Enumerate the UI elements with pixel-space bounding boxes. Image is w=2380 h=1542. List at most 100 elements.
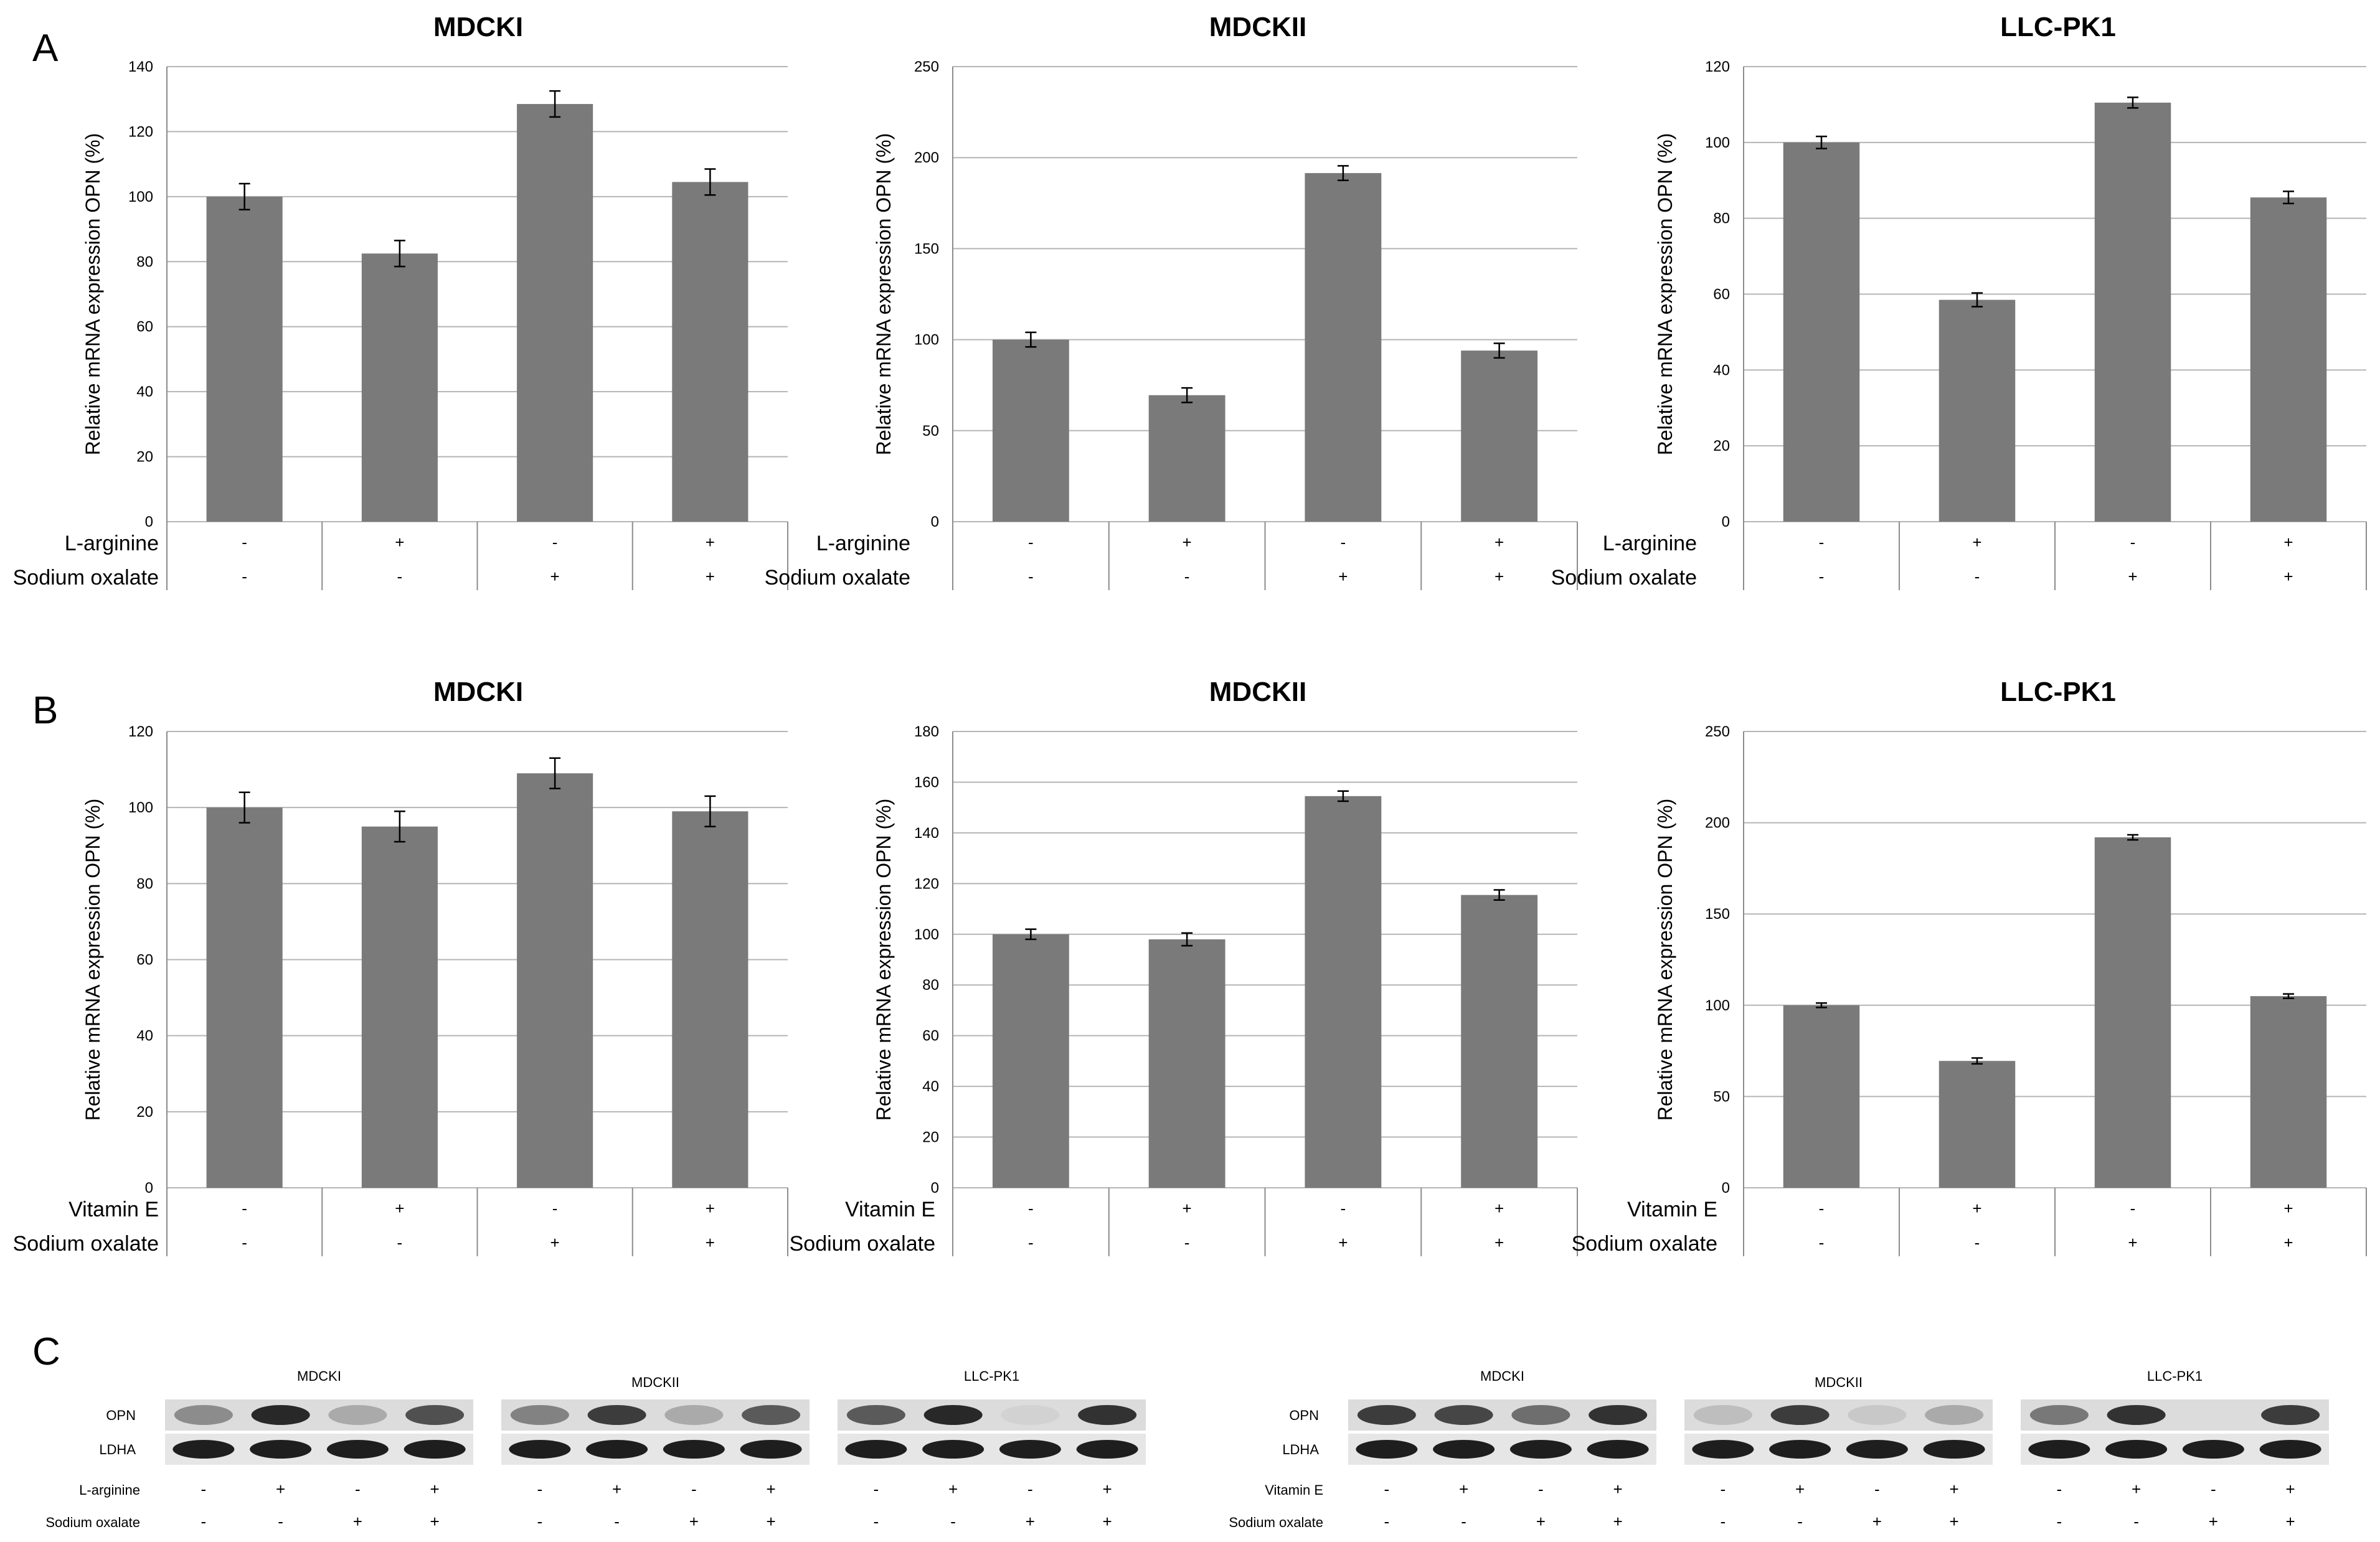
condition-sign: + <box>2283 1233 2293 1252</box>
bar <box>1148 395 1225 522</box>
ldha-band <box>999 1440 1061 1459</box>
bar <box>1305 796 1382 1188</box>
gel-condition-sign: - <box>1027 1480 1033 1498</box>
ldha-band <box>1923 1440 1985 1459</box>
condition-sign: + <box>1495 1233 1504 1252</box>
chart-title: MDCKI <box>433 12 523 42</box>
y-tick-label: 150 <box>914 240 939 257</box>
condition-sign: - <box>1028 533 1034 552</box>
condition-label: Sodium oxalate <box>790 1232 935 1256</box>
bar <box>2250 197 2327 522</box>
opn-band <box>1925 1405 1984 1425</box>
y-tick-label: 20 <box>922 1129 939 1146</box>
y-tick-label: 0 <box>1722 514 1730 530</box>
chart-b1: MDCKI 0 20 40 60 80 100 120 Relative mRNA expres… <box>13 677 788 1256</box>
bar <box>1783 1005 1860 1188</box>
y-tick-label: 160 <box>914 774 939 791</box>
gel-condition-sign: - <box>1721 1480 1726 1498</box>
ldha-band <box>172 1440 235 1459</box>
y-tick-label: 120 <box>128 723 153 740</box>
bar <box>1461 350 1538 522</box>
ldha-band <box>1769 1440 1831 1459</box>
gel-condition-sign: + <box>1950 1480 1959 1498</box>
bar <box>361 826 438 1188</box>
gel-condition-sign: + <box>1795 1480 1805 1498</box>
gel-group-1: OPN LDHA MDCKI MDCKII LLC-PK1 L-arginine - + - + -… <box>45 1368 1146 1531</box>
gel-title: MDCKII <box>631 1375 679 1390</box>
condition-sign: - <box>397 1233 403 1252</box>
gel-condition-sign: + <box>2286 1512 2295 1531</box>
gel-condition-sign: - <box>1538 1480 1544 1498</box>
y-tick-label: 80 <box>1713 210 1730 227</box>
condition-sign: - <box>1341 533 1346 552</box>
opn-band <box>2029 1405 2089 1425</box>
y-tick-label: 0 <box>145 514 153 530</box>
y-tick-label: 120 <box>914 875 939 892</box>
gel-condition-sign: + <box>1459 1480 1468 1498</box>
y-tick-label: 0 <box>931 514 939 530</box>
gel-condition-sign: + <box>276 1480 285 1498</box>
y-axis-label: Relative mRNA expression OPN (%) <box>1654 133 1676 455</box>
ldha-band <box>1356 1440 1418 1459</box>
bar <box>1461 895 1538 1188</box>
opn-band <box>1357 1405 1416 1425</box>
bar <box>1938 1061 2016 1188</box>
condition-label: Vitamin E <box>68 1198 159 1221</box>
opn-band <box>587 1405 646 1425</box>
condition-label: Sodium oxalate <box>1572 1232 1717 1256</box>
condition-sign: + <box>1972 1199 1981 1218</box>
gel-condition-sign: - <box>537 1480 543 1498</box>
condition-sign: + <box>550 567 560 586</box>
gel-group-2: OPN LDHA MDCKI MDCKII LLC-PK1 Vitamin E - + - + - +… <box>1229 1368 2329 1531</box>
gel-condition-sign: + <box>1872 1512 1882 1531</box>
gel-condition-sign: + <box>767 1512 776 1531</box>
condition-sign: - <box>1184 567 1190 586</box>
gel-condition-sign: + <box>1613 1480 1623 1498</box>
condition-sign: + <box>395 533 404 552</box>
ldha-band <box>1509 1440 1572 1459</box>
opn-band <box>1001 1405 1060 1425</box>
ldha-band <box>2182 1440 2244 1459</box>
ldha-band <box>2105 1440 2168 1459</box>
gel-condition-sign: - <box>278 1512 283 1531</box>
chart-b2: MDCKII 0 20 40 60 80 100 120 140 160 180 Relative m… <box>790 677 1578 1256</box>
gel-condition-sign: + <box>767 1480 776 1498</box>
condition-label: Vitamin E <box>845 1198 935 1221</box>
gel-title: MDCKI <box>1480 1368 1524 1384</box>
opn-band <box>1770 1405 1830 1425</box>
chart-title: LLC-PK1 <box>2000 12 2116 42</box>
band-label: LDHA <box>99 1442 136 1457</box>
gel-title: MDCKI <box>297 1368 341 1384</box>
gel-title: MDCKII <box>1815 1375 1863 1390</box>
bar <box>992 934 1069 1188</box>
ldha-band <box>509 1440 571 1459</box>
gel-condition-label: Sodium oxalate <box>45 1515 140 1530</box>
condition-label: L-arginine <box>65 532 159 555</box>
condition-sign: + <box>2128 567 2137 586</box>
condition-label: Sodium oxalate <box>13 1232 159 1256</box>
gel-condition-sign: - <box>1797 1512 1803 1531</box>
chart-title: MDCKII <box>1209 677 1306 707</box>
opn-band <box>405 1405 465 1425</box>
bar <box>1783 142 1860 522</box>
gel-condition-sign: - <box>1384 1512 1390 1531</box>
y-tick-label: 140 <box>128 59 153 75</box>
y-tick-label: 40 <box>136 383 153 400</box>
condition-sign: + <box>1338 1233 1348 1252</box>
y-tick-label: 100 <box>1705 134 1730 151</box>
y-tick-label: 100 <box>1705 997 1730 1014</box>
opn-band <box>1434 1405 1493 1425</box>
y-tick-label: 0 <box>931 1180 939 1196</box>
bar <box>206 196 283 522</box>
chart-b3: LLC-PK1 0 50 100 150 200 250 Relative mRNA expr… <box>1572 677 2367 1256</box>
y-axis-label: Relative mRNA expression OPN (%) <box>82 799 104 1121</box>
bar <box>361 253 438 522</box>
condition-sign: + <box>1495 533 1504 552</box>
y-tick-label: 100 <box>128 799 153 816</box>
opn-band <box>2261 1405 2320 1425</box>
ldha-band <box>845 1440 907 1459</box>
bar <box>2094 102 2171 522</box>
condition-label: Sodium oxalate <box>13 566 159 590</box>
gel-condition-sign: - <box>1384 1480 1390 1498</box>
ldha-band <box>922 1440 985 1459</box>
